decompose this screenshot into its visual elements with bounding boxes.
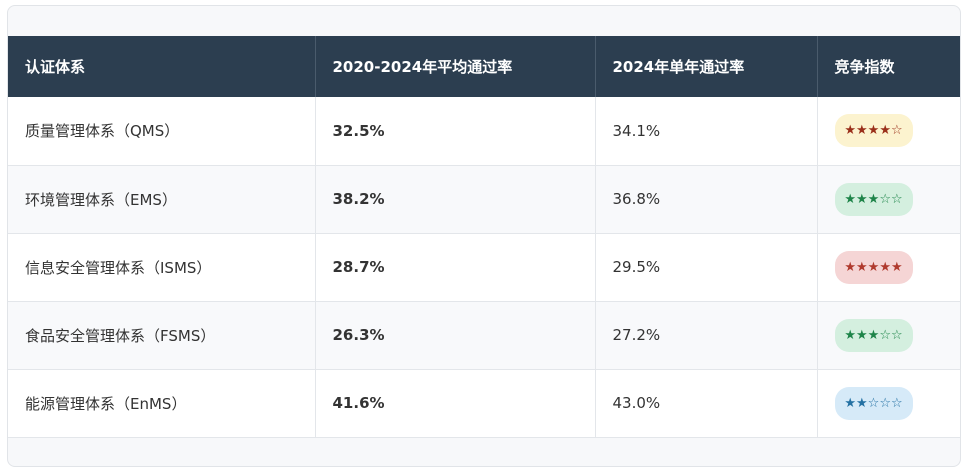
cell-avg-rate: 38.2% <box>315 165 596 234</box>
header-2024-rate[interactable]: 2024年单年通过率 <box>595 36 818 97</box>
header-system[interactable]: 认证体系 <box>8 36 316 97</box>
cell-2024-rate: 29.5% <box>595 233 818 302</box>
table-row: 能源管理体系（EnMS） 41.6% 43.0% ★★☆☆☆ <box>8 369 960 438</box>
table-row: 食品安全管理体系（FSMS） 26.3% 27.2% ★★★☆☆ <box>8 301 960 370</box>
cell-avg-rate: 41.6% <box>315 369 596 438</box>
cell-system: 能源管理体系（EnMS） <box>8 369 316 438</box>
cell-avg-rate: 26.3% <box>315 301 596 370</box>
cell-system: 质量管理体系（QMS） <box>8 97 316 166</box>
cell-system: 信息安全管理体系（ISMS） <box>8 233 316 302</box>
cell-competition: ★★☆☆☆ <box>817 369 960 438</box>
competition-badge: ★★★☆☆ <box>834 318 913 352</box>
cell-2024-rate: 36.8% <box>595 165 818 234</box>
competition-badge: ★★★☆☆ <box>834 182 913 216</box>
table-row: 信息安全管理体系（ISMS） 28.7% 29.5% ★★★★★ <box>8 233 960 302</box>
cell-competition: ★★★★☆ <box>817 97 960 166</box>
header-competition[interactable]: 竞争指数 <box>817 36 960 97</box>
table-row: 环境管理体系（EMS） 38.2% 36.8% ★★★☆☆ <box>8 165 960 234</box>
header-avg-rate[interactable]: 2020-2024年平均通过率 <box>315 36 596 97</box>
cell-competition: ★★★☆☆ <box>817 301 960 370</box>
competition-badge: ★★☆☆☆ <box>834 386 913 420</box>
cell-2024-rate: 43.0% <box>595 369 818 438</box>
competition-badge: ★★★★☆ <box>834 114 913 148</box>
competition-badge: ★★★★★ <box>834 250 913 284</box>
cell-competition: ★★★★★ <box>817 233 960 302</box>
table-row: 质量管理体系（QMS） 32.5% 34.1% ★★★★☆ <box>8 97 960 166</box>
cell-avg-rate: 32.5% <box>315 97 596 166</box>
cell-avg-rate: 28.7% <box>315 233 596 302</box>
cell-2024-rate: 27.2% <box>595 301 818 370</box>
cell-competition: ★★★☆☆ <box>817 165 960 234</box>
table-card: 认证体系 2020-2024年平均通过率 2024年单年通过率 竞争指数 质量管… <box>7 5 961 467</box>
cell-system: 食品安全管理体系（FSMS） <box>8 301 316 370</box>
table-header-row: 认证体系 2020-2024年平均通过率 2024年单年通过率 竞争指数 <box>8 36 960 97</box>
cell-2024-rate: 34.1% <box>595 97 818 166</box>
cell-system: 环境管理体系（EMS） <box>8 165 316 234</box>
certification-table: 认证体系 2020-2024年平均通过率 2024年单年通过率 竞争指数 质量管… <box>8 36 960 438</box>
